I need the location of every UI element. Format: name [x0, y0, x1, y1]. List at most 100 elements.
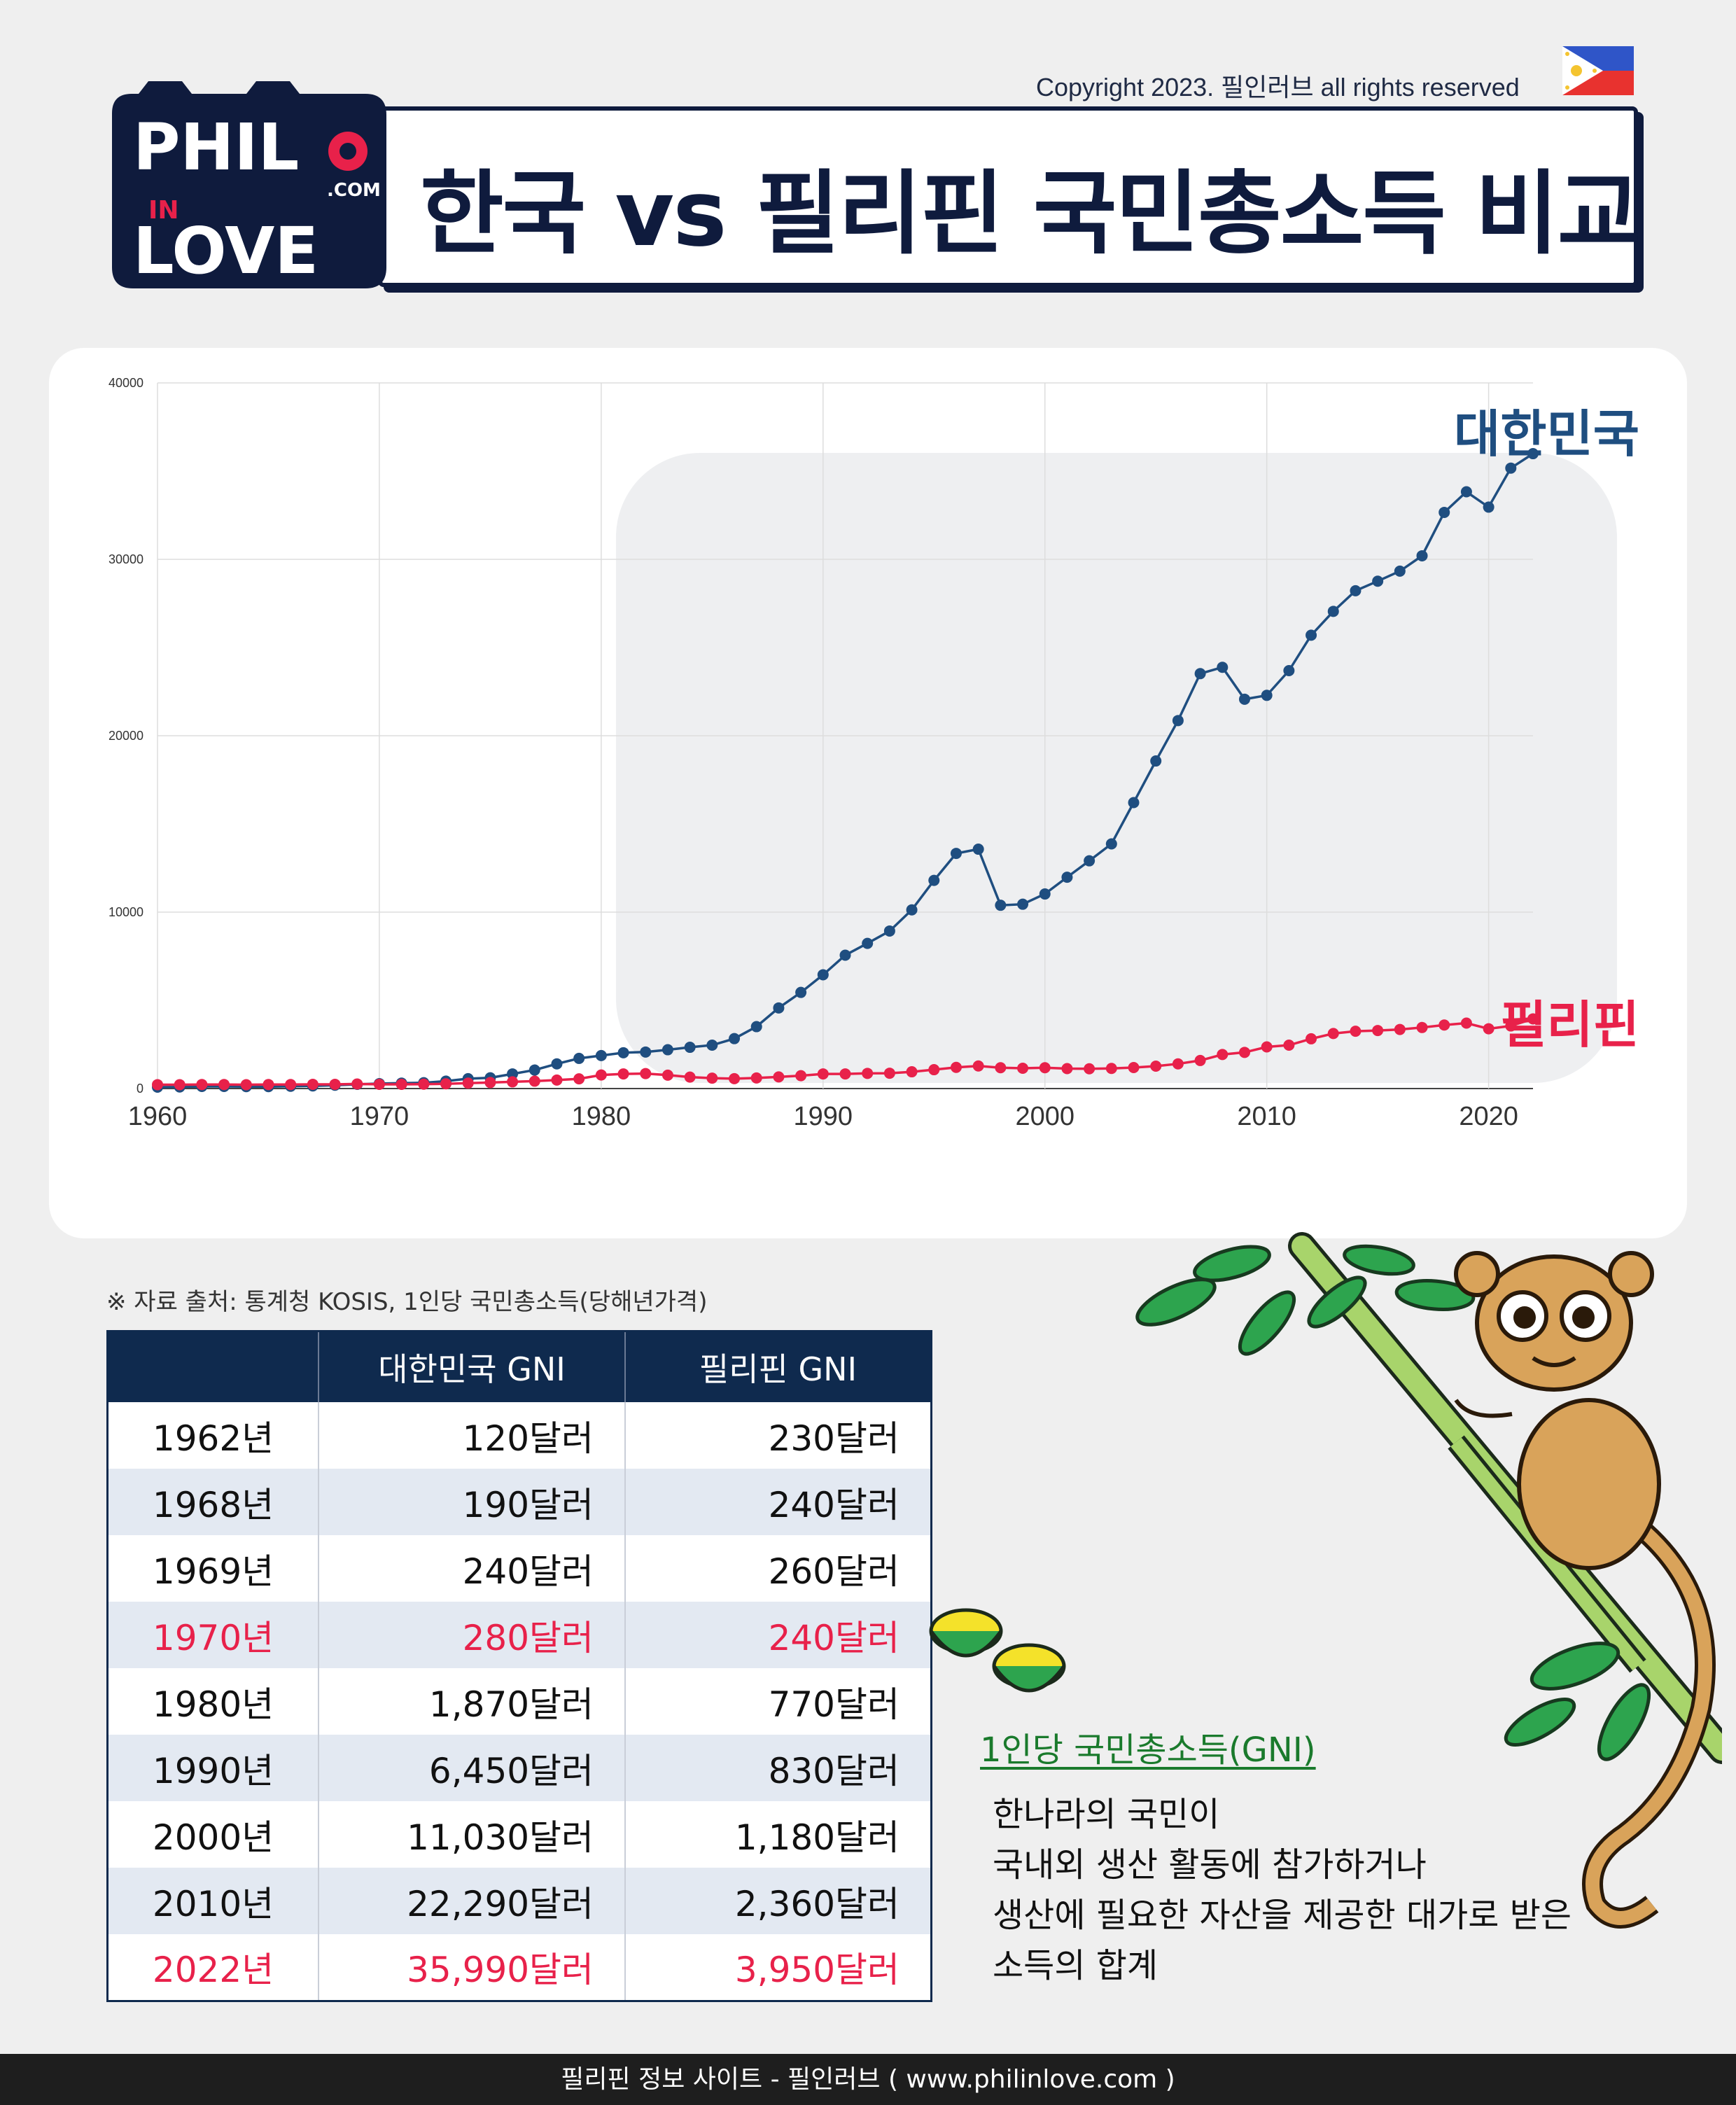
- data-point: [773, 1002, 785, 1014]
- data-point: [1150, 1060, 1162, 1072]
- data-point: [706, 1040, 718, 1051]
- data-point: [573, 1073, 585, 1085]
- data-point: [329, 1078, 341, 1090]
- copyright-notice: Copyright 2023. 필인러브 all rights reserved: [1036, 73, 1520, 102]
- data-point: [595, 1069, 607, 1081]
- data-point: [1039, 888, 1051, 900]
- data-point: [972, 844, 984, 855]
- year-cell: 1968년: [107, 1469, 319, 1535]
- year-cell: 2000년: [152, 1817, 274, 1858]
- y-tick-label: 10000: [108, 905, 144, 919]
- x-tick-label: 1980: [572, 1102, 631, 1131]
- data-point: [307, 1078, 318, 1090]
- data-point: [906, 1066, 918, 1078]
- data-point: [1194, 1054, 1206, 1066]
- gni-definition-title: 1인당 국민총소득(GNI): [980, 1730, 1316, 1770]
- x-tick-label: 2010: [1237, 1102, 1296, 1131]
- data-point: [1128, 1062, 1140, 1074]
- data-point: [285, 1079, 297, 1091]
- data-point: [1438, 506, 1450, 518]
- year-cell: 2010년: [107, 1868, 319, 1934]
- data-point: [684, 1042, 696, 1054]
- philippines-gni-cell: 260달러: [624, 1535, 932, 1602]
- data-point: [928, 874, 940, 886]
- data-point: [174, 1079, 186, 1091]
- korea-gni-cell: 6,450달러: [318, 1735, 626, 1801]
- definition-line: 생산에 필요한 자산을 제공한 대가로 받은: [993, 1896, 1572, 1935]
- data-point: [1084, 855, 1096, 867]
- data-point: [551, 1058, 563, 1070]
- data-point: [1372, 1025, 1384, 1037]
- data-point: [1416, 550, 1428, 561]
- tarsier-body: [1454, 1251, 1716, 1929]
- data-point: [152, 1079, 163, 1091]
- leaf-icon: [1135, 1244, 1651, 1761]
- korea-gni-cell: 11,030달러: [318, 1801, 626, 1868]
- data-point: [640, 1046, 652, 1058]
- header-year: [107, 1331, 319, 1402]
- data-point: [839, 1068, 851, 1080]
- y-tick-label: 0: [136, 1082, 144, 1096]
- korea-gni-cell: 120달러: [318, 1402, 626, 1469]
- data-point: [551, 1074, 563, 1086]
- data-point: [595, 1049, 607, 1061]
- data-point: [1105, 838, 1117, 850]
- data-point: [1460, 486, 1472, 498]
- data-point: [218, 1079, 230, 1091]
- data-point: [1505, 1020, 1517, 1032]
- year-cell: 1980년: [152, 1684, 274, 1725]
- data-point: [662, 1044, 673, 1056]
- logo-phil: PHIL: [133, 110, 299, 185]
- coconut-icon: [929, 1608, 1066, 1693]
- header-philippines-gni: 필리핀 GNI: [624, 1331, 932, 1402]
- data-point: [1017, 1063, 1029, 1075]
- data-point: [240, 1079, 252, 1091]
- table-row: 2010년 22,290달러 2,360달러: [107, 1868, 932, 1934]
- data-point: [1394, 1023, 1406, 1035]
- data-point: [196, 1079, 208, 1091]
- data-point: [684, 1071, 696, 1083]
- data-point: [883, 1068, 895, 1079]
- data-point: [1306, 1033, 1317, 1044]
- year-cell: 1990년: [107, 1735, 319, 1801]
- data-point: [1394, 565, 1406, 577]
- data-point: [1261, 690, 1273, 701]
- philinlove-logo: PHIL IN LOVE .COM: [112, 81, 386, 288]
- data-point: [528, 1064, 540, 1076]
- header-korea-gni: 대한민국 GNI: [318, 1331, 626, 1402]
- data-point: [706, 1072, 718, 1084]
- data-point: [1105, 1063, 1117, 1075]
- philippines-gni-cell: 830달러: [624, 1735, 932, 1801]
- table-row: 2000년 11,030달러 1,180달러: [108, 1801, 932, 1868]
- data-point: [418, 1078, 430, 1090]
- korea-gni-cell: 240달러: [318, 1535, 626, 1602]
- philippines-gni-cell: 770달러: [624, 1668, 932, 1735]
- data-point: [817, 1068, 829, 1080]
- data-point: [750, 1072, 762, 1084]
- data-point: [1416, 1021, 1428, 1033]
- data-point: [573, 1052, 585, 1064]
- y-tick-label: 30000: [108, 552, 144, 566]
- gni-line-chart: 0 10000 20000 30000 40000 1960 1970 1980 1990 200…: [108, 376, 1639, 1131]
- data-point: [1017, 898, 1029, 910]
- data-point: [1527, 1013, 1539, 1025]
- y-tick-label: 20000: [108, 729, 144, 743]
- tarsier-illustration: [929, 1232, 1722, 1929]
- data-point: [1483, 1023, 1494, 1035]
- korea-gni-cell: 280달러: [318, 1602, 626, 1668]
- footer: 필리핀 정보 사이트 - 필인러브 ( www.philinlove.com ): [0, 2054, 1736, 2105]
- data-point: [1194, 668, 1206, 680]
- data-point: [1438, 1019, 1450, 1031]
- year-cell: 2022년: [152, 1949, 274, 1990]
- data-point: [839, 949, 851, 961]
- philippines-gni-cell: 230달러: [624, 1402, 932, 1469]
- data-point: [817, 969, 829, 981]
- data-point: [1505, 462, 1517, 474]
- data-point: [1238, 1047, 1250, 1058]
- x-tick-label: 1960: [128, 1102, 188, 1131]
- data-point: [462, 1077, 474, 1089]
- data-point: [795, 1070, 807, 1082]
- logo-com: .COM: [327, 180, 381, 201]
- data-point: [950, 848, 962, 860]
- page-title: 한국 vs 필리핀 국민총소득 비교: [420, 160, 1641, 267]
